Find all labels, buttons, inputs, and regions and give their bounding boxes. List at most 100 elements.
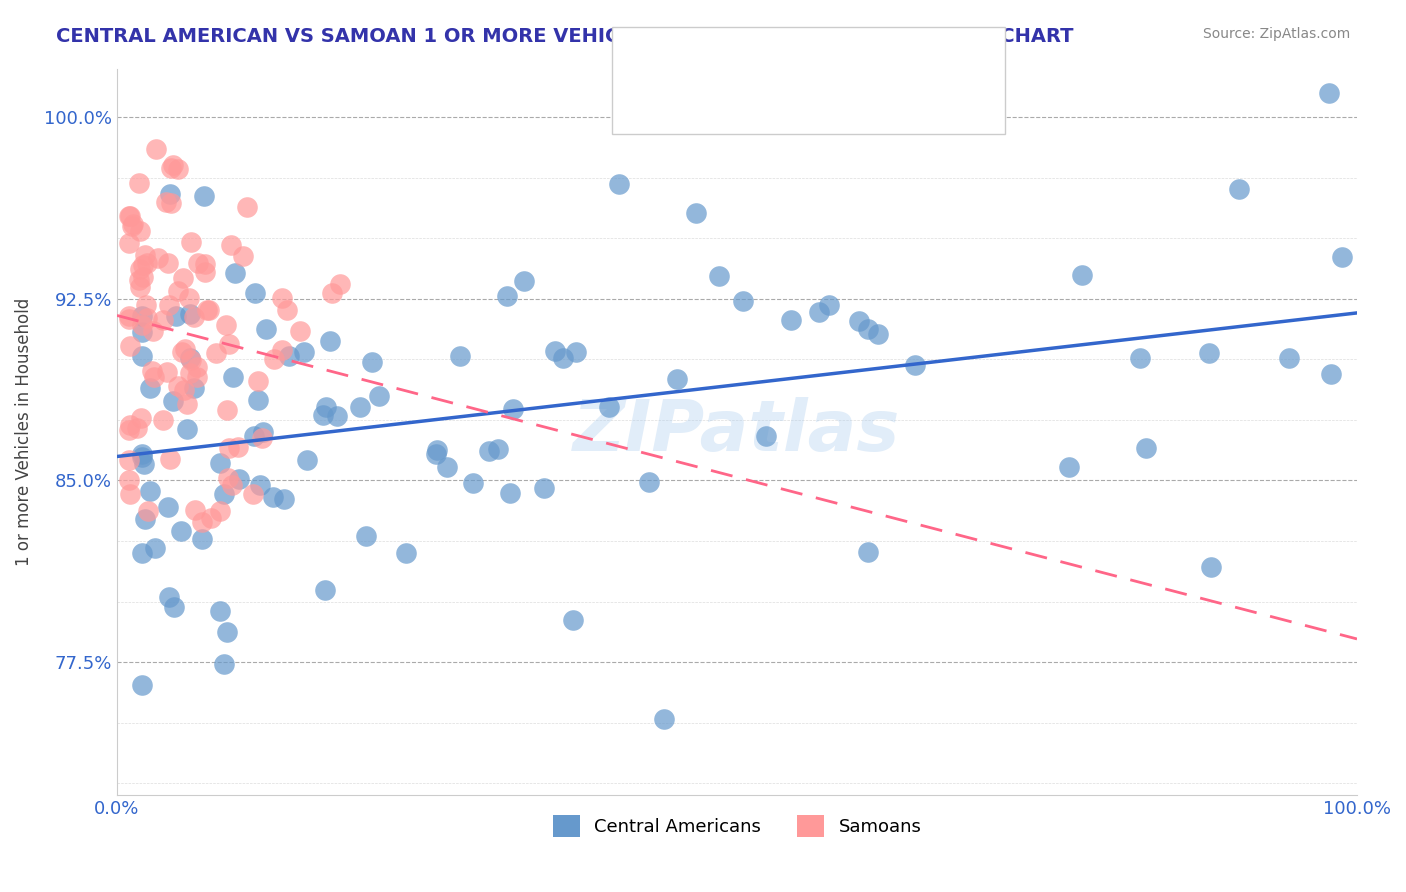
- Point: [180, 353, 202, 368]
- Point: [236, 200, 259, 214]
- Point: [368, 389, 391, 403]
- Point: [856, 322, 879, 336]
- Point: [314, 582, 336, 597]
- Point: [226, 440, 249, 454]
- Point: [218, 337, 240, 351]
- Point: [242, 429, 264, 443]
- Point: [232, 249, 254, 263]
- Point: [217, 471, 239, 485]
- Point: [215, 403, 238, 417]
- Text: R = -0.027   N = 88: R = -0.027 N = 88: [689, 95, 866, 112]
- Point: [215, 624, 238, 639]
- Point: [193, 189, 215, 203]
- Point: [131, 318, 153, 332]
- Point: [135, 256, 157, 270]
- Point: [208, 604, 231, 618]
- Point: [262, 490, 284, 504]
- Point: [325, 409, 347, 424]
- Point: [436, 459, 458, 474]
- Point: [131, 678, 153, 692]
- Point: [118, 473, 141, 487]
- Point: [425, 447, 447, 461]
- Point: [247, 392, 270, 407]
- Point: [129, 280, 152, 294]
- Point: [707, 269, 730, 284]
- Point: [155, 195, 177, 210]
- Point: [159, 451, 181, 466]
- Point: [565, 345, 588, 359]
- Point: [118, 417, 141, 432]
- Point: [143, 369, 166, 384]
- Point: [652, 712, 675, 726]
- Point: [122, 217, 145, 231]
- Point: [271, 291, 294, 305]
- Point: [141, 324, 163, 338]
- Point: [808, 305, 831, 319]
- Point: [1198, 346, 1220, 360]
- Point: [278, 349, 301, 363]
- Point: [156, 365, 179, 379]
- Point: [173, 342, 195, 356]
- Point: [162, 394, 184, 409]
- Point: [200, 510, 222, 524]
- Point: [318, 334, 340, 348]
- Point: [1330, 250, 1353, 264]
- Point: [1227, 182, 1250, 196]
- Point: [247, 374, 270, 388]
- Point: [222, 370, 245, 384]
- Point: [848, 314, 870, 328]
- Point: [395, 546, 418, 560]
- Point: [426, 442, 449, 457]
- Point: [180, 235, 202, 249]
- Point: [118, 209, 141, 223]
- Point: [562, 613, 585, 627]
- Point: [543, 343, 565, 358]
- Point: [1199, 560, 1222, 574]
- Point: [263, 352, 285, 367]
- Point: [132, 457, 155, 471]
- Point: [163, 599, 186, 614]
- Point: [118, 423, 141, 437]
- Point: [254, 322, 277, 336]
- Point: [311, 408, 333, 422]
- Point: [128, 261, 150, 276]
- Y-axis label: 1 or more Vehicles in Household: 1 or more Vehicles in Household: [15, 298, 32, 566]
- Point: [502, 401, 524, 416]
- Point: [129, 410, 152, 425]
- Point: [249, 477, 271, 491]
- Point: [157, 256, 180, 270]
- Point: [349, 400, 371, 414]
- Point: [904, 358, 927, 372]
- Point: [120, 210, 142, 224]
- Point: [733, 294, 755, 309]
- Point: [190, 515, 212, 529]
- Point: [131, 269, 153, 284]
- Point: [118, 310, 141, 324]
- Point: [120, 487, 142, 501]
- Point: [143, 541, 166, 555]
- Point: [131, 450, 153, 465]
- Point: [131, 447, 153, 461]
- Point: [183, 381, 205, 395]
- Text: R =   0.036   N = 98: R = 0.036 N = 98: [689, 52, 870, 70]
- Point: [273, 491, 295, 506]
- Point: [131, 546, 153, 560]
- Point: [288, 325, 311, 339]
- Point: [132, 258, 155, 272]
- Point: [245, 286, 267, 301]
- Point: [145, 142, 167, 156]
- Point: [607, 177, 630, 191]
- Point: [190, 533, 212, 547]
- Point: [218, 441, 240, 455]
- Point: [1320, 367, 1343, 381]
- Point: [186, 370, 208, 384]
- Point: [183, 310, 205, 324]
- Point: [184, 503, 207, 517]
- Point: [858, 544, 880, 558]
- Point: [159, 161, 181, 176]
- Point: [818, 298, 841, 312]
- Point: [551, 351, 574, 365]
- Point: [252, 425, 274, 439]
- Point: [513, 274, 536, 288]
- Point: [177, 291, 200, 305]
